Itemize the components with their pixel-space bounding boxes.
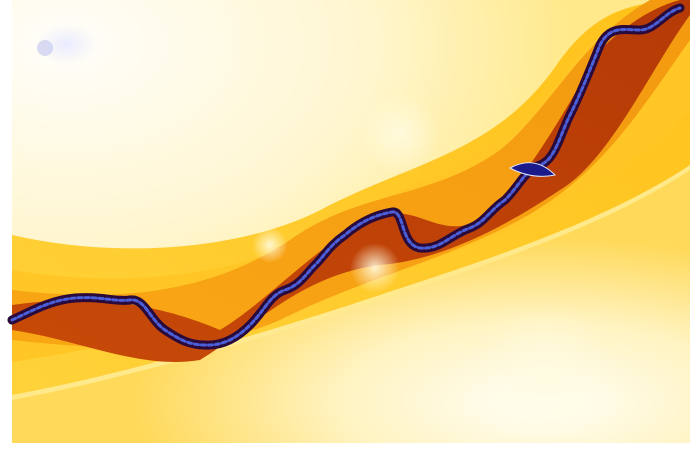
blue-spot — [37, 40, 53, 56]
glow-spot — [475, 305, 615, 445]
glow-spot — [350, 243, 400, 293]
glow-spot — [252, 227, 288, 263]
inner-band — [12, 0, 690, 363]
fractal-edge-highlight — [10, 6, 682, 347]
glow-spot — [360, 95, 440, 175]
blue-lobe — [508, 162, 557, 177]
